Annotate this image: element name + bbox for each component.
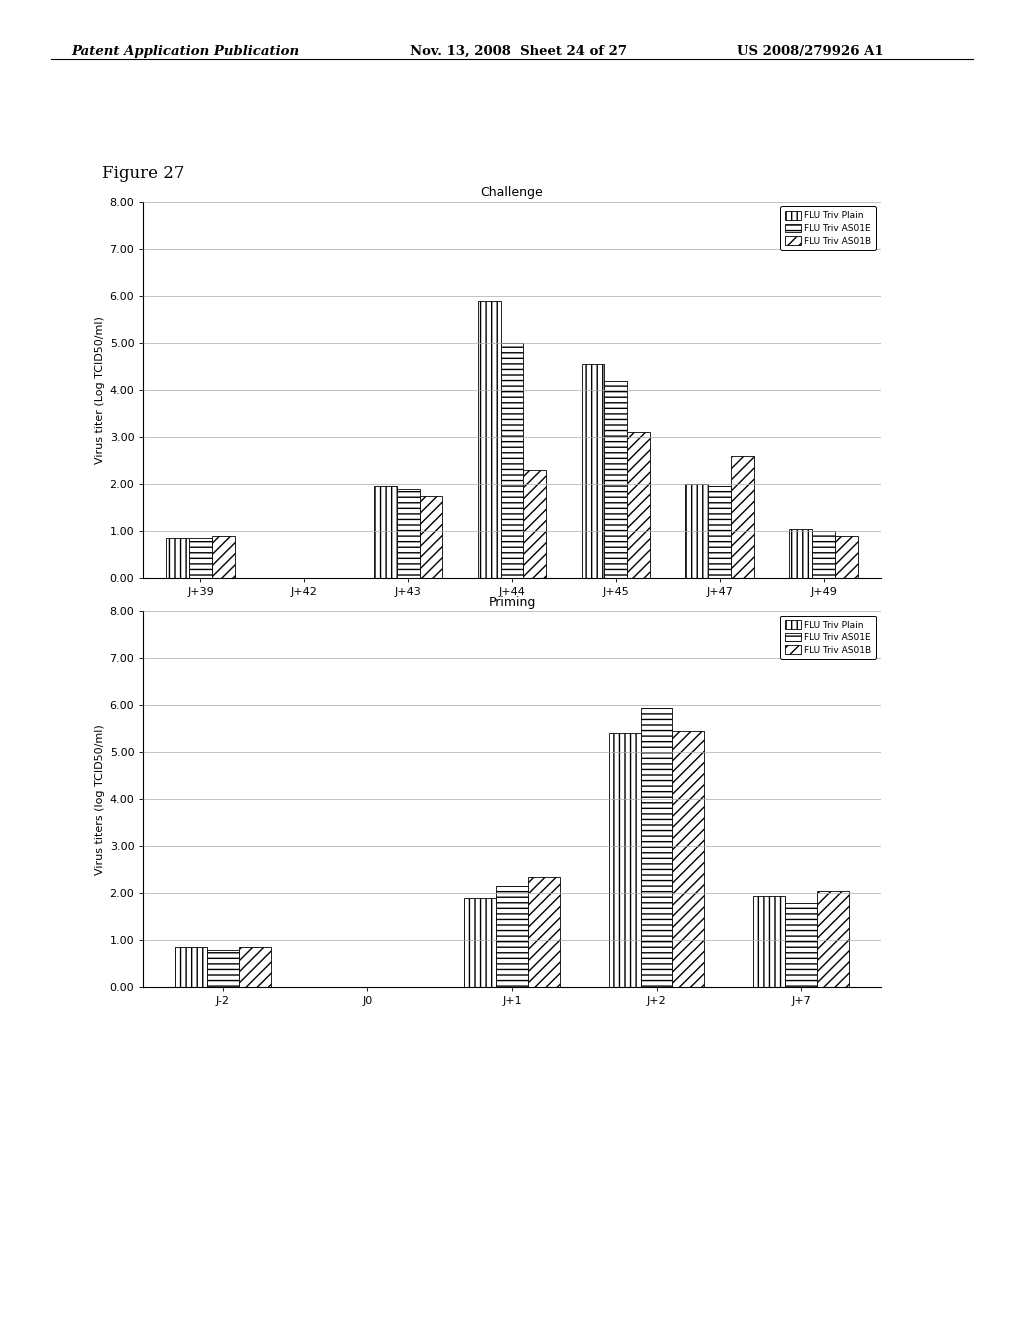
Bar	[812, 531, 835, 578]
Bar	[239, 948, 270, 987]
Bar	[673, 731, 705, 987]
Bar	[604, 380, 628, 578]
Bar	[685, 484, 709, 578]
Bar	[709, 487, 731, 578]
Text: Figure 27: Figure 27	[102, 165, 185, 182]
Text: Patent Application Publication: Patent Application Publication	[72, 45, 300, 58]
Title: Priming: Priming	[488, 595, 536, 609]
Bar	[817, 891, 849, 987]
Bar	[501, 343, 523, 578]
Bar	[420, 496, 442, 578]
Text: US 2008/279926 A1: US 2008/279926 A1	[737, 45, 884, 58]
Bar	[189, 539, 212, 578]
Bar	[523, 470, 546, 578]
Bar	[582, 364, 604, 578]
Legend: FLU Triv Plain, FLU Triv AS01E, FLU Triv AS01B: FLU Triv Plain, FLU Triv AS01E, FLU Triv…	[780, 615, 877, 659]
Bar	[641, 708, 673, 987]
Bar	[166, 539, 189, 578]
Bar	[790, 529, 812, 578]
Bar	[396, 488, 420, 578]
Bar	[374, 487, 396, 578]
Bar	[731, 455, 754, 578]
Bar	[212, 536, 234, 578]
Bar	[464, 898, 496, 987]
Bar	[175, 948, 207, 987]
Bar	[496, 886, 528, 987]
Bar	[207, 950, 239, 987]
Text: Nov. 13, 2008  Sheet 24 of 27: Nov. 13, 2008 Sheet 24 of 27	[410, 45, 627, 58]
Legend: FLU Triv Plain, FLU Triv AS01E, FLU Triv AS01B: FLU Triv Plain, FLU Triv AS01E, FLU Triv…	[780, 206, 877, 249]
Bar	[785, 903, 817, 987]
Bar	[609, 734, 641, 987]
Bar	[478, 301, 501, 578]
Bar	[628, 433, 650, 578]
Bar	[528, 876, 560, 987]
Y-axis label: Virus titer (Log TCID50/ml): Virus titer (Log TCID50/ml)	[95, 315, 105, 465]
Bar	[754, 896, 785, 987]
Y-axis label: Virus titers (log TCID50/ml): Virus titers (log TCID50/ml)	[95, 723, 105, 875]
Bar	[835, 536, 858, 578]
Title: Challenge: Challenge	[480, 186, 544, 199]
